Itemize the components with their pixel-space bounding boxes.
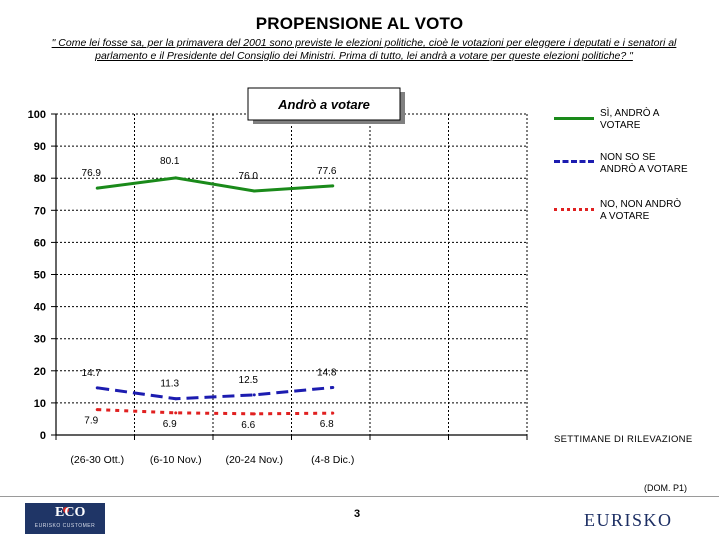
x-axis-title: SETTIMANE DI RILEVAZIONE <box>554 434 693 445</box>
question-line-2: parlamento e il Presidente del Consiglio… <box>95 50 633 62</box>
data-label-s0-3: 77.6 <box>317 166 337 177</box>
y-tick-label-40: 40 <box>34 302 46 314</box>
data-label-s1-0: 14.7 <box>82 368 102 379</box>
series-2-point-2 <box>252 412 256 416</box>
legend-swatch-no <box>554 208 594 211</box>
data-label-s2-2: 6.6 <box>241 420 255 431</box>
y-tick-label-10: 10 <box>34 398 46 410</box>
x-tick-label-2: (20-24 Nov.) <box>225 454 283 466</box>
y-tick-label-50: 50 <box>34 270 46 282</box>
page-number: 3 <box>354 508 361 520</box>
x-tick-label-1: (6-10 Nov.) <box>150 454 202 466</box>
series-0-point-2 <box>252 189 256 193</box>
page-title: PROPENSIONE AL VOTO <box>255 14 464 33</box>
series-lines <box>95 176 335 416</box>
question-text: " Come lei fosse sa, per la primavera de… <box>28 37 700 63</box>
data-label-s2-0: 7.9 <box>84 416 98 427</box>
chart-title-box: Andrò a votare <box>247 87 405 124</box>
data-label-s1-2: 12.5 <box>239 375 259 386</box>
y-tick-label-80: 80 <box>34 173 46 185</box>
y-tick-label-90: 90 <box>34 141 46 153</box>
data-label-s0-2: 76.0 <box>239 171 259 182</box>
x-tick-label-3: (4-8 Dic.) <box>311 454 354 466</box>
chart-axes <box>51 113 528 440</box>
legend-label-yes-line2: VOTARE <box>600 120 641 131</box>
series-0-point-3 <box>331 184 335 188</box>
series-1-point-2 <box>252 393 256 397</box>
chart-grid <box>56 113 528 435</box>
legend-label-no-line1: NO, NON ANDRÒ <box>600 199 682 210</box>
series-line-1 <box>97 385 333 401</box>
eco-logo: ECO EURISKO CUSTOMER <box>25 503 105 534</box>
y-tick-label-30: 30 <box>34 334 46 346</box>
eco-logo-subtext: EURISKO CUSTOMER <box>34 523 96 529</box>
legend-swatch-yes <box>554 117 594 120</box>
series-1-point-3 <box>331 385 335 389</box>
legend-label-yes: SÌ, ANDRÒ A VOTARE <box>600 108 710 132</box>
data-label-s0-1: 80.1 <box>160 156 180 167</box>
y-tick-label-70: 70 <box>34 205 46 217</box>
series-2-point-3 <box>331 411 335 415</box>
series-0-point-0 <box>95 186 99 190</box>
series-line-0 <box>97 176 333 193</box>
chart-title: Andrò a votare <box>277 97 370 112</box>
data-label-s2-3: 6.8 <box>320 419 334 430</box>
series-2-point-0 <box>95 408 99 412</box>
source-reference: (DOM. P1) <box>644 483 688 493</box>
legend-label-unsure: NON SO SE ANDRÒ A VOTARE <box>600 152 710 176</box>
data-label-s1-1: 11.3 <box>160 379 179 390</box>
legend-item-unsure: NON SO SE ANDRÒ A VOTARE <box>554 152 714 192</box>
data-labels: 76.9 80.1 76.0 77.6 14.7 11.3 12.5 14.8 7.9 6.9 6.… <box>82 156 337 431</box>
series-1-point-1 <box>174 397 178 401</box>
y-tick-labels: 0 10 20 30 40 50 60 70 80 90 100 <box>28 109 46 442</box>
legend-swatch-unsure <box>554 160 594 163</box>
y-tick-label-100: 100 <box>28 109 46 121</box>
x-tick-labels: (26-30 Ott.) (6-10 Nov.) (20-24 Nov.) (4-8 … <box>70 454 354 466</box>
footer-divider <box>0 496 719 497</box>
legend-item-no: NO, NON ANDRÒ A VOTARE <box>554 199 714 239</box>
legend-label-unsure-line2: ANDRÒ A VOTARE <box>600 164 688 175</box>
legend-item-yes: SÌ, ANDRÒ A VOTARE <box>554 108 714 148</box>
y-tick-label-60: 60 <box>34 237 46 249</box>
chart-title-frame <box>247 87 401 121</box>
question-line-1: " Come lei fosse sa, per la primavera de… <box>51 37 677 49</box>
eurisko-logo: EURISKO <box>584 510 673 530</box>
data-label-s1-3: 14.8 <box>317 367 337 378</box>
eco-logo-mark: ECO <box>55 505 86 520</box>
data-label-s2-1: 6.9 <box>163 419 177 430</box>
y-tick-label-20: 20 <box>34 366 46 378</box>
series-2-point-1 <box>174 411 178 415</box>
legend-label-unsure-line1: NON SO SE <box>600 152 656 163</box>
y-tick-label-0: 0 <box>40 430 46 442</box>
legend-label-no-line2: A VOTARE <box>600 211 650 222</box>
eco-logo-dot <box>63 507 69 513</box>
series-line-2 <box>97 408 333 416</box>
x-tick-label-0: (26-30 Ott.) <box>70 454 124 466</box>
series-0-point-1 <box>174 176 178 180</box>
series-1-point-0 <box>95 386 99 390</box>
legend-label-no: NO, NON ANDRÒ A VOTARE <box>600 199 710 223</box>
data-label-s0-0: 76.9 <box>82 168 102 179</box>
legend-label-yes-line1: SÌ, ANDRÒ A <box>600 108 660 119</box>
